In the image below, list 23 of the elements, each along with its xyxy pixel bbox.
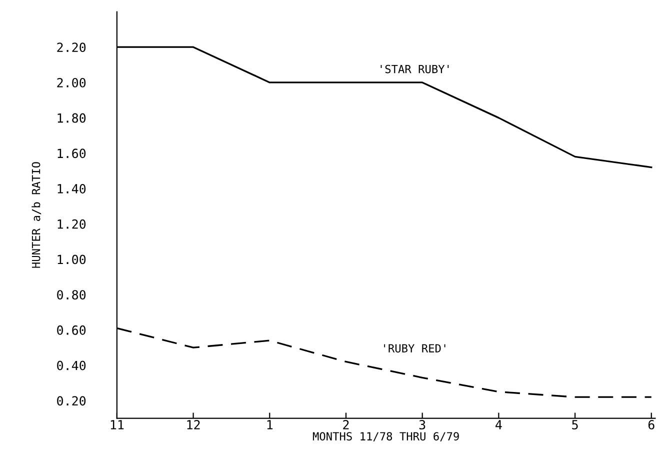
y-tick-label: 0.80 bbox=[57, 290, 86, 300]
y-tick-label: 2.20 bbox=[57, 42, 86, 52]
y-tick-label: 0.60 bbox=[57, 325, 86, 335]
y-tick-label: 1.20 bbox=[58, 219, 86, 229]
x-tick-label: 4 bbox=[496, 420, 502, 430]
y-tick-label: 1.40 bbox=[58, 184, 86, 194]
y-tick-label: 1.00 bbox=[58, 254, 86, 264]
series-label: 'RUBY RED' bbox=[384, 344, 446, 353]
y-axis-title: HUNTER a/b RATIO bbox=[32, 162, 42, 268]
x-tick-label: 2 bbox=[343, 420, 349, 430]
y-tick-label: 0.20 bbox=[57, 396, 86, 406]
x-tick-label: 5 bbox=[572, 420, 578, 430]
y-tick-label: 1.80 bbox=[58, 113, 86, 123]
x-axis-title: MONTHS 11/78 THRU 6/79 bbox=[312, 432, 459, 442]
y-tick-label: 1.60 bbox=[58, 148, 86, 158]
x-tick-label: 11 bbox=[110, 420, 124, 430]
x-tick-label: 3 bbox=[419, 420, 426, 430]
x-tick-label: 12 bbox=[187, 420, 200, 430]
series-label: 'STAR RUBY' bbox=[380, 64, 449, 74]
y-tick-label: 2.00 bbox=[57, 78, 86, 88]
x-tick-label: 6 bbox=[648, 420, 654, 430]
y-tick-label: 0.40 bbox=[57, 360, 86, 370]
x-tick-label: 1 bbox=[267, 420, 273, 430]
